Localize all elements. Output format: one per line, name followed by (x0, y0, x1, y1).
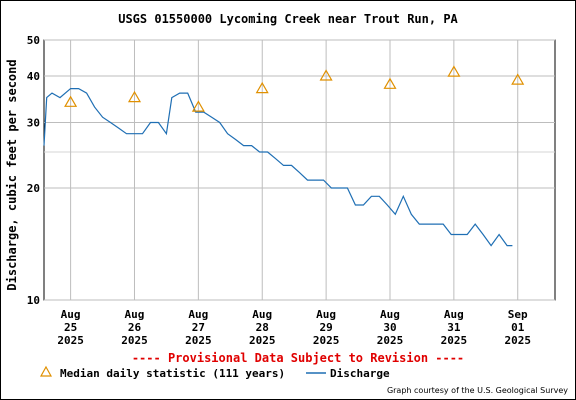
x-tick-day: 28 (256, 321, 269, 334)
x-tick-year: 2025 (185, 334, 212, 347)
x-tick-year: 2025 (121, 334, 148, 347)
x-tick-year: 2025 (249, 334, 276, 347)
discharge-series-line (43, 88, 513, 247)
x-axis-ticks: Aug252025Aug262025Aug272025Aug282025Aug2… (57, 308, 531, 347)
series-layer (43, 65, 525, 247)
median-marker (319, 69, 333, 81)
legend-median-label: Median daily statistic (111 years) (60, 367, 285, 380)
y-tick-label: 10 (27, 294, 40, 307)
median-marker (64, 95, 78, 107)
provisional-note: ---- Provisional Data Subject to Revisio… (132, 351, 464, 365)
x-tick-year: 2025 (313, 334, 340, 347)
y-tick-label: 20 (27, 182, 40, 195)
x-tick-day: 31 (447, 321, 461, 334)
x-tick-month: Aug (316, 308, 336, 321)
x-tick-day: 30 (383, 321, 396, 334)
x-tick-year: 2025 (57, 334, 84, 347)
x-tick-month: Aug (61, 308, 81, 321)
median-marker (255, 81, 269, 94)
x-tick-day: 25 (64, 321, 77, 334)
median-marker (191, 100, 205, 112)
y-axis-ticks: 10 20 30 40 50 (27, 34, 40, 307)
median-marker (383, 77, 397, 89)
plot-area (43, 39, 556, 301)
x-tick-month: Aug (125, 308, 145, 321)
x-tick-year: 2025 (504, 334, 531, 347)
x-tick-month: Aug (252, 308, 272, 321)
x-tick-day: 26 (128, 321, 142, 334)
y-tick-label: 30 (27, 117, 40, 130)
y-axis-label: Discharge, cubic feet per second (5, 59, 19, 290)
legend-discharge-label: Discharge (330, 367, 390, 380)
x-tick-month: Sep (508, 308, 528, 321)
x-tick-year: 2025 (377, 334, 404, 347)
x-tick-month: Aug (380, 308, 400, 321)
x-tick-day: 01 (511, 321, 525, 334)
x-tick-month: Aug (444, 308, 464, 321)
legend: Median daily statistic (111 years) Disch… (39, 365, 390, 380)
y-tick-label: 50 (27, 34, 40, 47)
chart-title: USGS 01550000 Lycoming Creek near Trout … (118, 12, 458, 26)
x-tick-month: Aug (188, 308, 208, 321)
y-tick-label: 40 (27, 70, 40, 83)
median-marker (447, 65, 461, 77)
grid-lines (44, 39, 555, 301)
credit-text: Graph courtesy of the U.S. Geological Su… (387, 386, 568, 395)
median-marker (511, 73, 525, 85)
legend-median-symbol (39, 365, 53, 377)
median-marker (127, 90, 142, 103)
x-tick-day: 27 (192, 321, 205, 334)
x-tick-day: 29 (319, 321, 332, 334)
x-tick-year: 2025 (441, 334, 468, 347)
